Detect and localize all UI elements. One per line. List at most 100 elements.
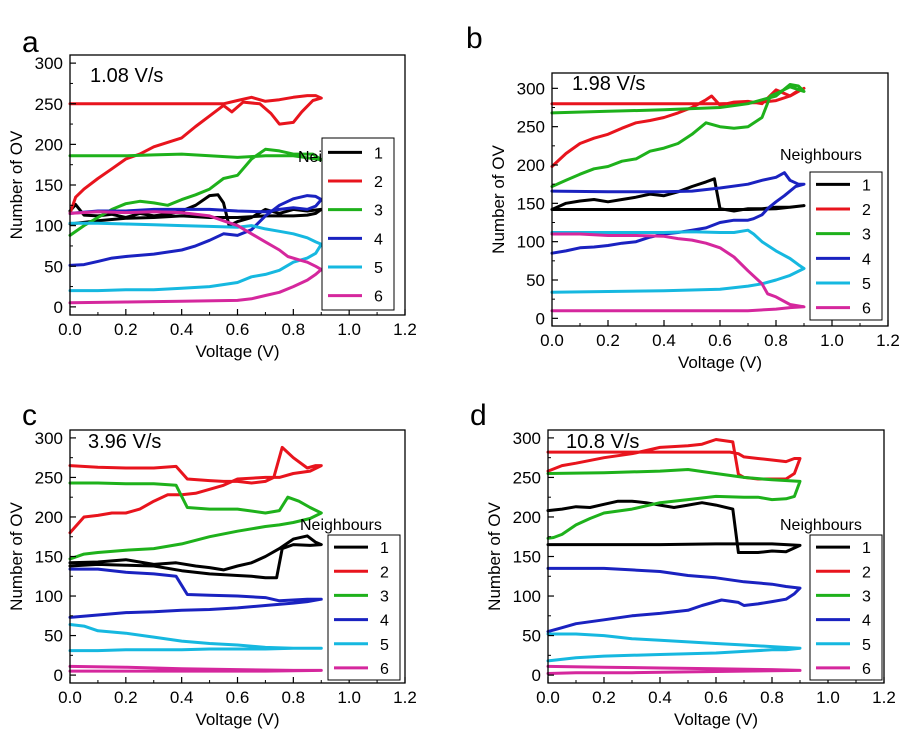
x-tick-label: 1.0 (816, 688, 840, 707)
y-tick-label: 100 (35, 587, 63, 606)
x-tick-label: 0.2 (114, 688, 138, 707)
y-tick-label: 0 (54, 666, 63, 685)
legend-label-5: 5 (862, 276, 871, 293)
series-line-3 (68, 147, 323, 237)
x-tick-label: 0.8 (282, 688, 306, 707)
y-tick-label: 50 (522, 627, 541, 646)
y-tick-label: 150 (35, 548, 63, 567)
legend-label-5: 5 (380, 637, 389, 654)
y-tick-label: 50 (526, 271, 545, 290)
legend-label-1: 1 (862, 177, 871, 194)
panel-letter: c (22, 399, 37, 432)
series-line-1 (550, 177, 806, 213)
legend-title: Neighbours (780, 517, 862, 534)
x-axis-title: Voltage (V) (678, 353, 762, 372)
y-tick-label: 100 (513, 587, 541, 606)
series-line-1 (546, 499, 802, 554)
legend-label-2: 2 (380, 564, 389, 581)
y-tick-label: 50 (44, 257, 63, 276)
y-tick-label: 200 (35, 508, 63, 527)
x-tick-label: 0.4 (648, 688, 672, 707)
x-tick-label: 0.2 (596, 331, 620, 350)
legend-label-6: 6 (380, 661, 389, 678)
y-tick-label: 150 (517, 194, 545, 213)
y-tick-label: 0 (532, 666, 541, 685)
series-line-2 (68, 445, 323, 535)
x-tick-label: 0.4 (170, 320, 194, 339)
legend-box (327, 534, 401, 681)
legend-label-1: 1 (374, 145, 383, 162)
y-tick-label: 250 (517, 118, 545, 137)
series-group (550, 83, 806, 313)
panel-b: b 0.0 0.2 0.4 0.6 0.8 1.0 1.2 0 50 100 150 200 250 300… (466, 22, 900, 372)
x-tick-label: 0.6 (704, 688, 728, 707)
x-axis-title: Voltage (V) (674, 710, 758, 729)
x-tick-label: 0.2 (114, 320, 138, 339)
rate-annotation: 10.8 V/s (566, 431, 639, 453)
y-tick-label: 150 (35, 176, 63, 195)
x-tick-label: 1.2 (393, 688, 417, 707)
y-tick-label: 0 (54, 298, 63, 317)
series-group (546, 438, 802, 675)
y-tick-label: 300 (513, 429, 541, 448)
x-tick-label: 0.6 (708, 331, 732, 350)
legend-label-5: 5 (374, 260, 383, 277)
y-tick-label: 250 (35, 95, 63, 114)
series-line-6 (550, 232, 806, 313)
x-tick-label: 0.8 (282, 320, 306, 339)
x-tick-label: 1.0 (820, 331, 844, 350)
series-line-1 (68, 534, 323, 580)
legend-label-4: 4 (862, 613, 871, 630)
rate-annotation: 3.96 V/s (88, 431, 161, 453)
x-tick-label: 1.0 (337, 320, 361, 339)
legend-label-1: 1 (380, 540, 389, 557)
series-line-2 (68, 94, 323, 215)
series-line-4 (546, 566, 802, 634)
legend-title: Neighbours (780, 147, 862, 164)
legend-label-4: 4 (862, 251, 871, 268)
x-tick-label: 0.2 (592, 688, 616, 707)
x-tick-label: 0.8 (764, 331, 788, 350)
series-line-4 (68, 567, 323, 619)
y-tick-label: 300 (35, 54, 63, 73)
x-tick-label: 0.6 (226, 688, 250, 707)
x-tick-label: 0.0 (58, 320, 82, 339)
y-tick-label: 300 (35, 429, 63, 448)
x-tick-label: 1.2 (872, 688, 896, 707)
legend-label-6: 6 (374, 289, 383, 306)
legend-label-2: 2 (862, 202, 871, 219)
legend-box (321, 137, 395, 311)
series-line-2 (550, 86, 806, 168)
y-tick-label: 0 (536, 309, 545, 328)
series-line-3 (68, 481, 323, 561)
panel-letter: d (470, 399, 487, 432)
legend-title: Neighbours (300, 517, 382, 534)
panel-c: c 0.0 0.2 0.4 0.6 0.8 1.0 1.2 0 50 100 150 200 250 300… (7, 399, 417, 729)
legend-label-3: 3 (862, 227, 871, 244)
x-axis-title: Voltage (V) (195, 710, 279, 729)
y-tick-label: 250 (513, 468, 541, 487)
x-tick-label: 1.2 (393, 320, 417, 339)
legend-label-6: 6 (862, 301, 871, 318)
x-tick-label: 0.6 (226, 320, 250, 339)
legend-label-5: 5 (862, 637, 871, 654)
y-tick-label: 150 (513, 548, 541, 567)
panel-d: d 0.0 0.2 0.4 0.6 0.8 1.0 1.2 0 50 100 150 200 250 300… (470, 399, 896, 729)
series-line-5 (68, 623, 323, 653)
legend-label-2: 2 (862, 564, 871, 581)
y-tick-label: 200 (513, 508, 541, 527)
y-tick-label: 200 (517, 156, 545, 175)
series-line-5 (550, 228, 806, 294)
y-tick-label: 100 (35, 217, 63, 236)
legend-label-3: 3 (862, 588, 871, 605)
y-axis-title: Number of OV (485, 502, 504, 611)
series-line-6 (68, 664, 323, 673)
legend-box (809, 171, 883, 321)
x-tick-label: 0.0 (536, 688, 560, 707)
x-tick-label: 0.0 (58, 688, 82, 707)
x-tick-label: 0.4 (652, 331, 676, 350)
legend-label-3: 3 (380, 588, 389, 605)
legend-label-1: 1 (862, 540, 871, 557)
series-line-3 (546, 468, 802, 540)
